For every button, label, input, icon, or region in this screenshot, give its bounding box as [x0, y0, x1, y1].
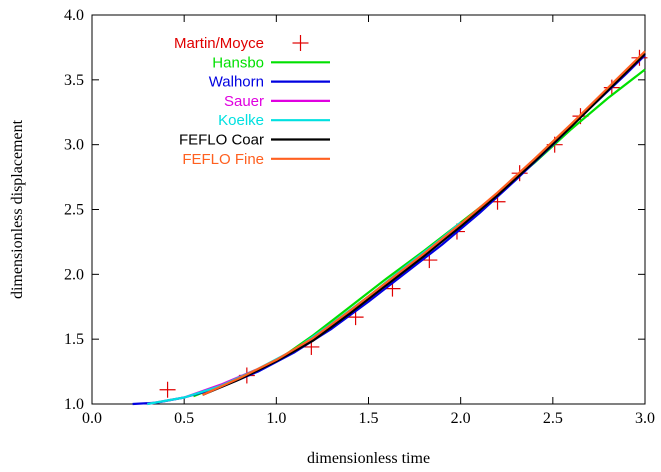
legend-entry-sauer: Sauer [224, 93, 330, 110]
legend-entry-walhorn: Walhorn [209, 74, 330, 91]
legend-entry-feflo-fine: FEFLO Fine [182, 151, 330, 168]
legend-label: Koelke [218, 112, 264, 129]
y-tick-label: 1.0 [64, 396, 84, 413]
legend: Martin/Moyce Hansbo Walhorn Sauer Koelke FEFL… [174, 35, 330, 168]
legend-entry-feflo-coar: FEFLO Coar [179, 132, 330, 149]
x-tick-label: 2.5 [543, 410, 563, 427]
series-line-feflo-fine [202, 50, 646, 396]
plot-frame [91, 14, 646, 405]
y-tick-label: 1.5 [64, 331, 84, 348]
x-tick-label: 1.0 [266, 410, 286, 427]
y-axis-label: dimensionless displacement [9, 119, 26, 299]
legend-label: FEFLO Fine [182, 151, 264, 168]
x-axis-label: dimensionless time [307, 450, 430, 467]
legend-label: Hansbo [212, 54, 264, 71]
legend-label: Walhorn [209, 74, 264, 91]
series-line-walhorn [132, 54, 646, 406]
y-tick-label: 2.5 [64, 202, 84, 219]
x-tick-label: 0.0 [82, 410, 102, 427]
x-tick-label: 1.5 [359, 410, 379, 427]
data-point-martin-moyce [159, 381, 176, 398]
x-tick-label: 3.0 [635, 410, 655, 427]
legend-entry-koelke: Koelke [218, 112, 330, 129]
series-layer [132, 49, 648, 406]
axes: 0.0 0.5 1.0 1.5 2.0 2.5 3.0 1.0 1.5 2.0 2.5 3.0 3.5 4… [64, 7, 655, 427]
legend-entry-hansbo: Hansbo [212, 54, 330, 71]
legend-label: Sauer [224, 93, 264, 110]
legend-entry-martin-moyce: Martin/Moyce [174, 35, 309, 52]
series-line-koelke [147, 221, 462, 406]
legend-label: Martin/Moyce [174, 35, 264, 52]
y-tick-label: 3.5 [64, 72, 84, 89]
y-tick-label: 4.0 [64, 7, 84, 24]
legend-label: FEFLO Coar [179, 132, 264, 149]
series-line-sauer [147, 53, 646, 406]
series-line-feflo-coar [202, 53, 646, 396]
y-tick-label: 3.0 [64, 137, 84, 154]
x-tick-label: 2.0 [451, 410, 471, 427]
y-tick-label: 2.0 [64, 266, 84, 283]
x-tick-label: 0.5 [174, 410, 194, 427]
